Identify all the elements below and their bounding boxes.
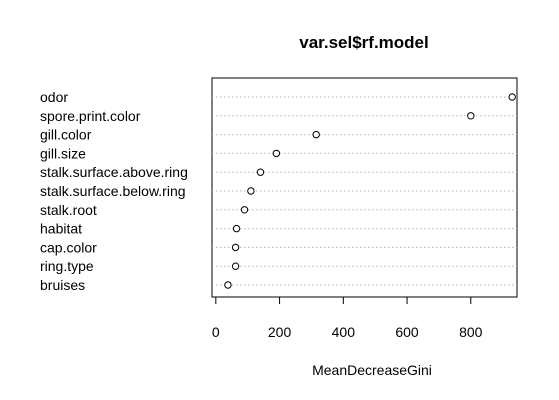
data-point [312,130,320,139]
category-label: ring.type [40,258,94,274]
data-point [231,262,240,270]
x-tick-label: 400 [332,324,356,340]
data-point [467,112,475,120]
data-point [508,93,516,101]
x-tick-label: 600 [395,324,419,340]
data-points [224,93,516,289]
category-label: odor [40,89,68,105]
category-label: gill.color [40,127,92,143]
row-labels: odor spore.print.color gill.color gill.size… [40,89,188,293]
data-point [224,281,232,289]
category-label: stalk.surface.below.ring [40,183,186,199]
category-label: cap.color [40,239,97,255]
x-tick-label: 200 [268,324,292,340]
x-axis: 0 200 400 600 800 [212,296,483,340]
x-tick-label: 0 [212,324,220,340]
data-point [231,243,240,252]
category-label: gill.size [40,145,86,161]
data-point [272,149,281,158]
chart-title: var.sel$rf.model [299,33,428,52]
category-label: stalk.surface.above.ring [40,164,188,180]
data-point [232,224,241,233]
category-label: bruises [40,277,85,293]
category-label: habitat [40,221,82,237]
x-tick-label: 800 [459,324,483,340]
plot-frame [211,77,518,298]
gridlines [212,96,517,286]
data-point [247,187,255,195]
x-axis-label: MeanDecreaseGini [312,362,432,378]
data-point [240,206,249,214]
category-label: spore.print.color [40,108,141,124]
data-point [256,168,265,176]
category-label: stalk.root [40,202,97,218]
